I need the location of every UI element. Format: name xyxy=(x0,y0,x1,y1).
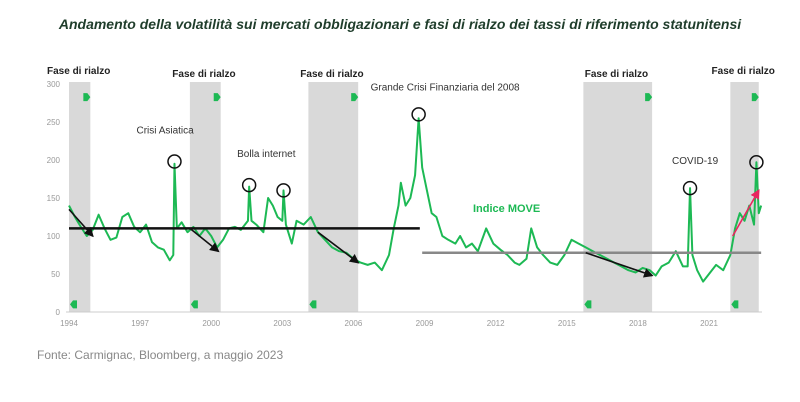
x-tick-label: 2006 xyxy=(345,319,363,328)
trend-arrow xyxy=(189,227,220,253)
hike-phase-label: Fase di rialzo xyxy=(300,69,363,80)
phase-start-marker-icon xyxy=(70,300,77,309)
series-label: Indice MOVE xyxy=(473,203,540,215)
phase-end-marker-icon xyxy=(213,93,221,102)
hike-phase-band xyxy=(583,82,653,312)
y-tick-label: 50 xyxy=(51,270,60,279)
x-tick-label: 2000 xyxy=(202,319,220,328)
peak-circle-marker xyxy=(241,177,257,193)
y-tick-label: 100 xyxy=(47,232,61,241)
hike-phase-band xyxy=(69,82,91,312)
move-index-line xyxy=(68,117,763,283)
x-tick-label: 1997 xyxy=(131,319,149,328)
annotation-label: COVID-19 xyxy=(672,156,719,167)
hike-phase-label: Fase di rialzo xyxy=(47,66,110,77)
y-tick-label: 150 xyxy=(47,194,61,203)
y-tick-label: 200 xyxy=(47,156,61,165)
annotation-label: Crisi Asiatica xyxy=(136,126,194,137)
phase-start-marker-icon xyxy=(584,300,592,309)
x-tick-label: 2018 xyxy=(629,319,647,328)
peak-circle-marker xyxy=(167,154,182,169)
hike-phase-label: Fase di rialzo xyxy=(712,66,775,77)
phase-start-marker-icon xyxy=(731,300,739,309)
trend-arrow xyxy=(585,251,654,278)
phase-start-marker-icon xyxy=(309,300,317,309)
phase-start-marker-icon xyxy=(190,300,198,309)
hike-phase-band xyxy=(189,82,221,312)
trend-arrow xyxy=(317,231,360,264)
phase-end-marker-icon xyxy=(751,93,759,102)
chart-title: Andamento della volatilità sui mercati o… xyxy=(58,16,742,32)
annotation-label: Bolla internet xyxy=(237,149,296,160)
peak-circle-marker xyxy=(749,155,764,170)
x-tick-label: 2021 xyxy=(700,319,718,328)
phase-end-marker-icon xyxy=(645,93,653,102)
peak-circle-marker xyxy=(276,183,291,198)
phase-end-marker-icon xyxy=(351,93,359,102)
y-tick-label: 250 xyxy=(47,118,61,127)
source-note: Fonte: Carmignac, Bloomberg, a maggio 20… xyxy=(37,348,284,362)
y-tick-label: 0 xyxy=(56,308,61,317)
peak-circle-marker xyxy=(411,107,426,122)
hike-phase-band xyxy=(308,82,359,312)
phase-end-marker-icon xyxy=(83,93,91,102)
hike-phase-label: Fase di rialzo xyxy=(585,69,648,80)
trend-arrow xyxy=(68,208,94,238)
x-tick-label: 1994 xyxy=(60,319,78,328)
move-index-chart: Fase di rialzo Fase di rialzo Fase di rial… xyxy=(47,66,775,328)
peak-circle-marker xyxy=(682,180,698,196)
x-tick-label: 2012 xyxy=(487,319,505,328)
x-tick-label: 2015 xyxy=(558,319,576,328)
x-tick-label: 2003 xyxy=(273,319,291,328)
x-tick-label: 2009 xyxy=(416,319,434,328)
annotation-label: Grande Crisi Finanziaria del 2008 xyxy=(371,82,520,93)
hike-phase-label: Fase di rialzo xyxy=(172,69,235,80)
trend-arrow xyxy=(732,189,760,237)
y-tick-label: 300 xyxy=(47,80,61,89)
